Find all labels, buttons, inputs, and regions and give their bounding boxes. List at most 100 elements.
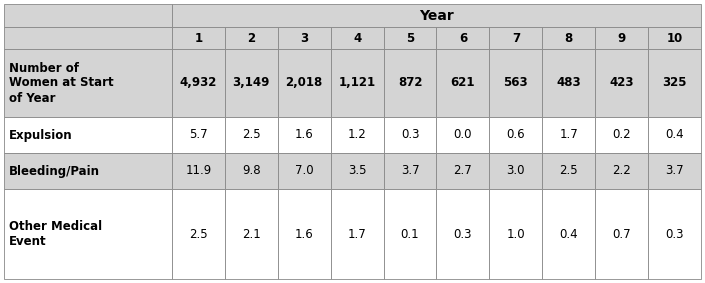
Bar (542, 189, 595, 279)
Text: 3.5: 3.5 (348, 164, 367, 177)
Text: 2.7: 2.7 (453, 164, 472, 177)
Text: 9: 9 (618, 31, 626, 44)
Text: 1.6: 1.6 (295, 128, 314, 142)
Text: 0.4: 0.4 (666, 128, 684, 142)
Text: 3,149: 3,149 (233, 76, 270, 89)
Bar (542, 117, 595, 153)
Text: 5.7: 5.7 (189, 128, 208, 142)
Text: 621: 621 (450, 76, 475, 89)
Text: 0.7: 0.7 (613, 228, 631, 241)
Bar (278, 27, 331, 49)
Bar (489, 49, 542, 117)
Bar (4, 117, 172, 153)
Bar (595, 27, 648, 49)
Bar (489, 189, 542, 279)
Bar (172, 117, 225, 153)
Text: 423: 423 (609, 76, 634, 89)
Text: 2,018: 2,018 (286, 76, 323, 89)
Bar (489, 117, 542, 153)
Text: 0.1: 0.1 (400, 228, 419, 241)
Bar (278, 117, 331, 153)
Bar (436, 27, 489, 49)
Bar (648, 27, 701, 49)
Text: 3: 3 (300, 31, 308, 44)
Text: 2.5: 2.5 (189, 228, 208, 241)
Bar (4, 4, 172, 27)
Bar (436, 117, 489, 153)
Bar (384, 27, 436, 49)
Text: 1,121: 1,121 (338, 76, 376, 89)
Bar (542, 153, 595, 189)
Text: Bleeding/Pain: Bleeding/Pain (9, 164, 100, 177)
Bar (436, 189, 489, 279)
Text: 1: 1 (195, 31, 202, 44)
Bar (384, 117, 436, 153)
Text: 483: 483 (556, 76, 581, 89)
Bar (278, 49, 331, 117)
Text: 3.7: 3.7 (400, 164, 419, 177)
Text: 3.0: 3.0 (507, 164, 525, 177)
Bar (225, 27, 278, 49)
Text: 7: 7 (512, 31, 520, 44)
Bar (436, 49, 489, 117)
Bar (278, 153, 331, 189)
Bar (331, 153, 384, 189)
Text: Other Medical
Event: Other Medical Event (9, 220, 102, 248)
Text: 0.6: 0.6 (506, 128, 525, 142)
Bar (595, 49, 648, 117)
Bar (4, 27, 172, 49)
Bar (648, 189, 701, 279)
Text: 872: 872 (398, 76, 422, 89)
Bar (384, 49, 436, 117)
Text: 4: 4 (353, 31, 361, 44)
Bar (648, 49, 701, 117)
Bar (384, 153, 436, 189)
Bar (489, 153, 542, 189)
Text: 563: 563 (503, 76, 528, 89)
Bar (331, 49, 384, 117)
Bar (225, 153, 278, 189)
Bar (436, 153, 489, 189)
Bar (225, 49, 278, 117)
Bar (384, 189, 436, 279)
Bar (542, 27, 595, 49)
Bar (595, 117, 648, 153)
Bar (172, 189, 225, 279)
Text: 0.3: 0.3 (401, 128, 419, 142)
Text: 0.3: 0.3 (666, 228, 684, 241)
Text: 1.6: 1.6 (295, 228, 314, 241)
Bar (4, 49, 172, 117)
Text: Number of
Women at Start
of Year: Number of Women at Start of Year (9, 61, 114, 104)
Bar (172, 49, 225, 117)
Bar (489, 27, 542, 49)
Bar (172, 153, 225, 189)
Bar (278, 189, 331, 279)
Bar (4, 153, 172, 189)
Bar (172, 27, 225, 49)
Text: 2.1: 2.1 (242, 228, 261, 241)
Bar (542, 49, 595, 117)
Text: 0.3: 0.3 (454, 228, 472, 241)
Bar (595, 189, 648, 279)
Text: 1.2: 1.2 (348, 128, 367, 142)
Text: 1.7: 1.7 (348, 228, 367, 241)
Text: 2.2: 2.2 (612, 164, 631, 177)
Bar (4, 189, 172, 279)
Bar (648, 153, 701, 189)
Text: 7.0: 7.0 (295, 164, 314, 177)
Text: 0.0: 0.0 (454, 128, 472, 142)
Text: 9.8: 9.8 (242, 164, 261, 177)
Text: 1.7: 1.7 (559, 128, 578, 142)
Text: Expulsion: Expulsion (9, 128, 73, 142)
Text: 11.9: 11.9 (185, 164, 212, 177)
Text: 4,932: 4,932 (180, 76, 217, 89)
Bar (331, 189, 384, 279)
Text: 3.7: 3.7 (666, 164, 684, 177)
Text: 2.5: 2.5 (242, 128, 261, 142)
Text: 0.2: 0.2 (613, 128, 631, 142)
Bar (648, 117, 701, 153)
Bar (225, 117, 278, 153)
Text: 1.0: 1.0 (506, 228, 525, 241)
Text: 6: 6 (459, 31, 467, 44)
Bar (172, 4, 701, 27)
